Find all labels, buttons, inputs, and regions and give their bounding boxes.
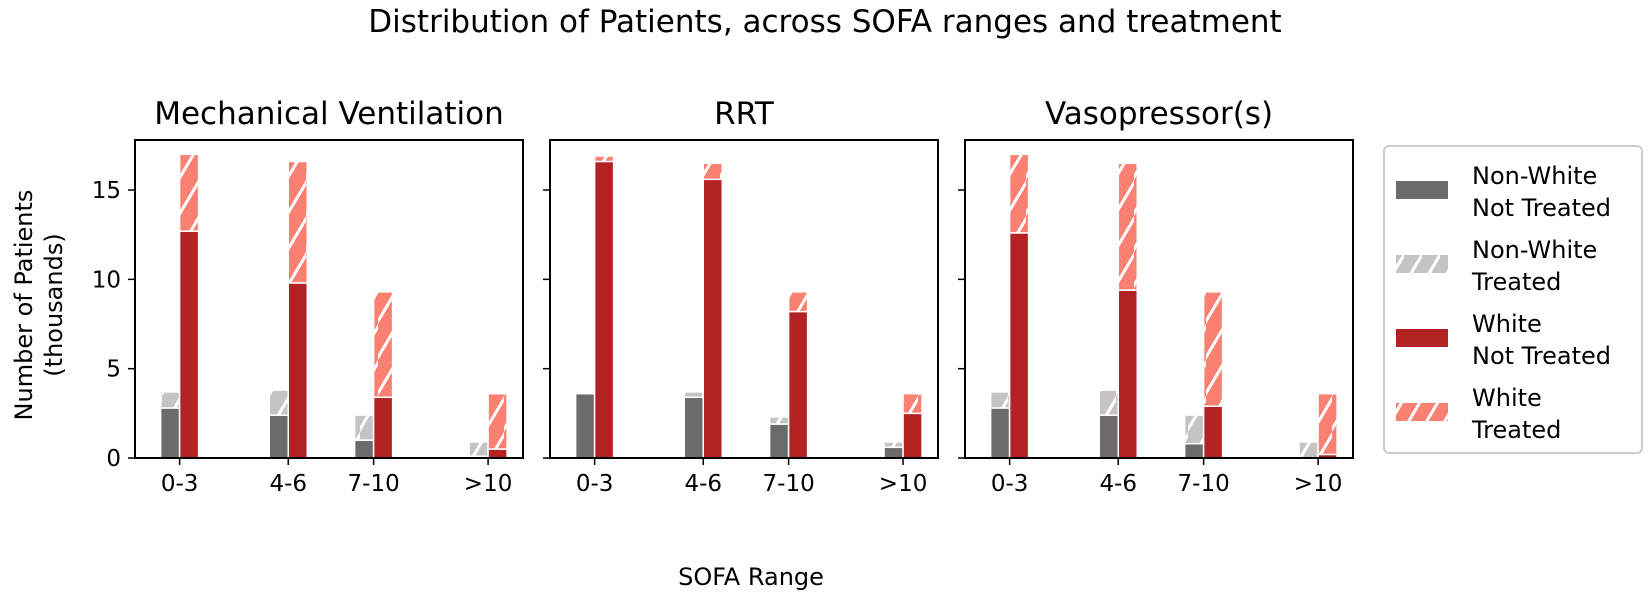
panel-title: Vasopressor(s)	[1045, 96, 1273, 132]
legend-swatch-hatch	[1396, 255, 1448, 273]
bar-white-not-treated	[1202, 405, 1224, 459]
x-tick-label: 4-6	[684, 471, 722, 497]
chart-title: Distribution of Patients, across SOFA ra…	[368, 4, 1281, 40]
bar-white-treated-hatch	[288, 161, 308, 283]
y-tick-label: 0	[106, 446, 121, 472]
legend-swatch	[1396, 181, 1448, 199]
bar-white-not-treated	[593, 160, 615, 459]
x-tick-label: 0-3	[576, 471, 614, 497]
y-tick-label: 10	[92, 267, 121, 293]
bar-white-treated-hatch	[1203, 291, 1223, 407]
x-tick-label: >10	[1294, 471, 1343, 497]
bar-white-not-treated	[287, 282, 309, 459]
panels: Mechanical Ventilation 0-3 4-6 7-10 >10 0 5 10 1…	[92, 96, 1354, 497]
panel-title: RRT	[714, 96, 775, 132]
bar-nonwhite-treated-hatch	[769, 416, 789, 425]
panel-title: Mechanical Ventilation	[154, 96, 504, 132]
bar-white-treated-hatch	[703, 163, 723, 180]
bar-nonwhite-not-treated	[989, 407, 1011, 459]
bar-white-not-treated	[487, 448, 508, 459]
panel-3: Vasopressor(s) 0-3 4-6 7-10 >10	[958, 96, 1354, 497]
x-tick-label: 4-6	[1099, 471, 1137, 497]
legend-swatch	[1396, 329, 1448, 347]
bar-nonwhite-treated-hatch	[1099, 390, 1119, 416]
bar-nonwhite-not-treated	[268, 414, 290, 459]
x-tick-label: 4-6	[269, 471, 307, 497]
bar-white-treated-hatch	[373, 291, 393, 398]
panel-frame	[134, 139, 524, 459]
panel-frame	[549, 139, 939, 459]
legend-label-line2: Treated	[1471, 268, 1561, 296]
x-tick-label: 0-3	[991, 471, 1029, 497]
legend-label-line1: Non-White	[1472, 162, 1597, 190]
bar-nonwhite-not-treated	[1098, 414, 1120, 459]
bar-white-not-treated	[178, 230, 200, 459]
bar-nonwhite-not-treated	[883, 446, 904, 459]
bar-nonwhite-treated-hatch	[990, 391, 1010, 408]
x-tick-label: 7-10	[763, 471, 815, 497]
bar-white-treated-hatch	[179, 154, 199, 232]
bar-white-not-treated	[902, 412, 923, 459]
panel-1: Mechanical Ventilation 0-3 4-6 7-10 >10 0 5 10 1…	[92, 96, 524, 497]
legend-label-line2: Not Treated	[1472, 342, 1611, 370]
x-tick-label: 7-10	[348, 471, 400, 497]
y-axis-label: Number of Patients (thousands)	[10, 190, 68, 421]
bar-nonwhite-not-treated	[159, 407, 181, 459]
bar-nonwhite-treated-hatch	[684, 391, 704, 398]
bar-white-not-treated	[372, 396, 394, 459]
x-tick-label: 7-10	[1178, 471, 1230, 497]
legend-label-line2: Treated	[1471, 416, 1561, 444]
bar-nonwhite-not-treated	[1183, 442, 1205, 459]
x-tick-label: 0-3	[161, 471, 199, 497]
x-tick-label: >10	[879, 471, 928, 497]
bar-nonwhite-treated-hatch	[1184, 415, 1204, 444]
bar-white-treated-hatch	[903, 393, 923, 414]
y-axis-label-line1: Number of Patients	[10, 190, 38, 421]
legend-label-line2: Not Treated	[1472, 194, 1611, 222]
bar-nonwhite-not-treated	[683, 396, 705, 459]
legend-entry: White Treated	[1396, 384, 1561, 444]
bar-nonwhite-not-treated	[574, 392, 596, 459]
x-axis-label: SOFA Range	[678, 563, 824, 591]
bar-white-treated-hatch	[1318, 393, 1338, 455]
bar-white-treated-hatch	[788, 291, 808, 312]
bar-nonwhite-not-treated	[768, 423, 790, 459]
legend-entry: White Not Treated	[1396, 310, 1611, 370]
legend-entry: Non-White Not Treated	[1396, 162, 1611, 222]
bar-white-not-treated	[702, 178, 724, 459]
legend-entry: Non-White Treated	[1396, 236, 1597, 296]
bar-white-not-treated	[1117, 289, 1139, 459]
y-tick-label: 5	[106, 357, 121, 383]
bar-nonwhite-treated-hatch	[884, 441, 904, 448]
legend-label-line1: White	[1472, 310, 1542, 338]
legend-swatch-hatch	[1396, 403, 1448, 421]
legend-frame	[1383, 145, 1643, 454]
bar-white-not-treated	[1008, 232, 1030, 459]
bar-white-not-treated	[787, 310, 809, 459]
bar-white-treated-hatch	[1118, 163, 1138, 291]
bar-white-treated-hatch	[488, 393, 508, 450]
panel-2: RRT 0-3 4-6 7-10 >10	[543, 96, 939, 497]
legend-label-line1: White	[1472, 384, 1542, 412]
x-tick-label: >10	[464, 471, 513, 497]
bar-white-treated-hatch	[594, 156, 614, 162]
panel-frame	[964, 139, 1354, 459]
bar-nonwhite-not-treated	[353, 439, 375, 459]
bar-nonwhite-treated-hatch	[469, 441, 489, 457]
bar-nonwhite-treated-hatch	[1299, 441, 1319, 458]
y-tick-label: 15	[92, 178, 121, 204]
legend-label-line1: Non-White	[1472, 236, 1597, 264]
bar-nonwhite-treated-hatch	[160, 391, 180, 408]
bar-white-treated-hatch	[1009, 154, 1029, 233]
y-axis-label-line2: (thousands)	[40, 233, 68, 376]
bar-nonwhite-treated-hatch	[269, 390, 289, 416]
bar-nonwhite-treated-hatch	[354, 415, 374, 441]
